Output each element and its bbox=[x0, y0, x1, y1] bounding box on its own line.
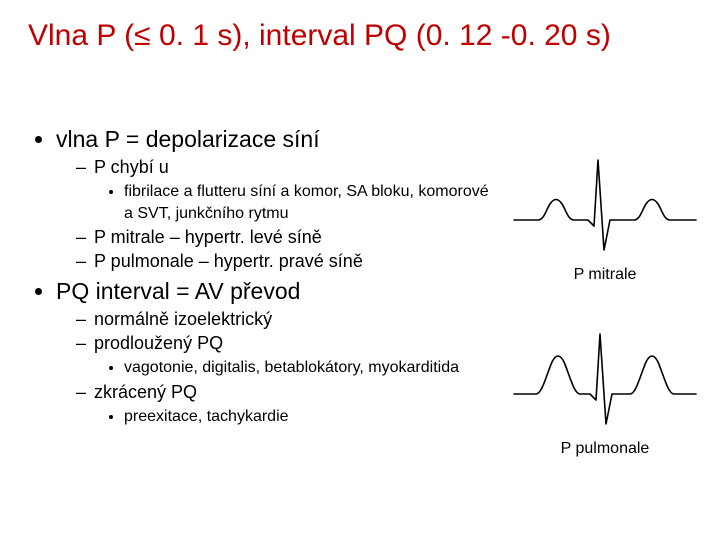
bullet-list: vlna P = depolarizace síní P chybí u fib… bbox=[28, 126, 498, 427]
subsubbullet-fibrilace: fibrilace a flutteru síní a komor, SA bl… bbox=[124, 181, 498, 224]
figure-label: P mitrale bbox=[574, 266, 637, 284]
subbullet-p-pulmonale: P pulmonale – hypertr. pravé síně bbox=[76, 251, 498, 272]
slide-title: Vlna P (≤ 0. 1 s), interval PQ (0. 12 -0… bbox=[28, 18, 611, 54]
subbullet-p-mitrale: P mitrale – hypertr. levé síně bbox=[76, 227, 498, 248]
subbullet-izoelektricky: normálně izoelektrický bbox=[76, 309, 498, 330]
subsubbullet-preexitace: preexitace, tachykardie bbox=[124, 406, 498, 428]
figure-p-mitrale: P mitrale bbox=[510, 150, 700, 284]
figure-label: P pulmonale bbox=[561, 440, 650, 458]
subbullet-zkraceny: zkrácený PQ preexitace, tachykardie bbox=[76, 382, 498, 428]
figure-p-pulmonale: P pulmonale bbox=[510, 324, 700, 458]
subbullet-prodlouzeny: prodloužený PQ vagotonie, digitalis, bet… bbox=[76, 333, 498, 379]
bullet-text: vlna P = depolarizace síní bbox=[56, 126, 320, 152]
ecg-mitrale-icon bbox=[510, 150, 700, 260]
content-area: vlna P = depolarizace síní P chybí u fib… bbox=[28, 120, 498, 433]
subbullet-p-chybi: P chybí u fibrilace a flutteru síní a ko… bbox=[76, 157, 498, 224]
bullet-text: PQ interval = AV převod bbox=[56, 278, 300, 304]
bullet-pq-interval: PQ interval = AV převod normálně izoelek… bbox=[56, 278, 498, 427]
bullet-text: prodloužený PQ bbox=[94, 333, 223, 353]
slide: Vlna P (≤ 0. 1 s), interval PQ (0. 12 -0… bbox=[0, 0, 720, 540]
bullet-text: zkrácený PQ bbox=[94, 382, 197, 402]
bullet-vlna-p: vlna P = depolarizace síní P chybí u fib… bbox=[56, 126, 498, 272]
bullet-text: P chybí u bbox=[94, 157, 169, 177]
ecg-pulmonale-icon bbox=[510, 324, 700, 434]
subsubbullet-vagotonie: vagotonie, digitalis, betablokátory, myo… bbox=[124, 357, 498, 379]
figures-column: P mitrale P pulmonale bbox=[510, 150, 700, 458]
